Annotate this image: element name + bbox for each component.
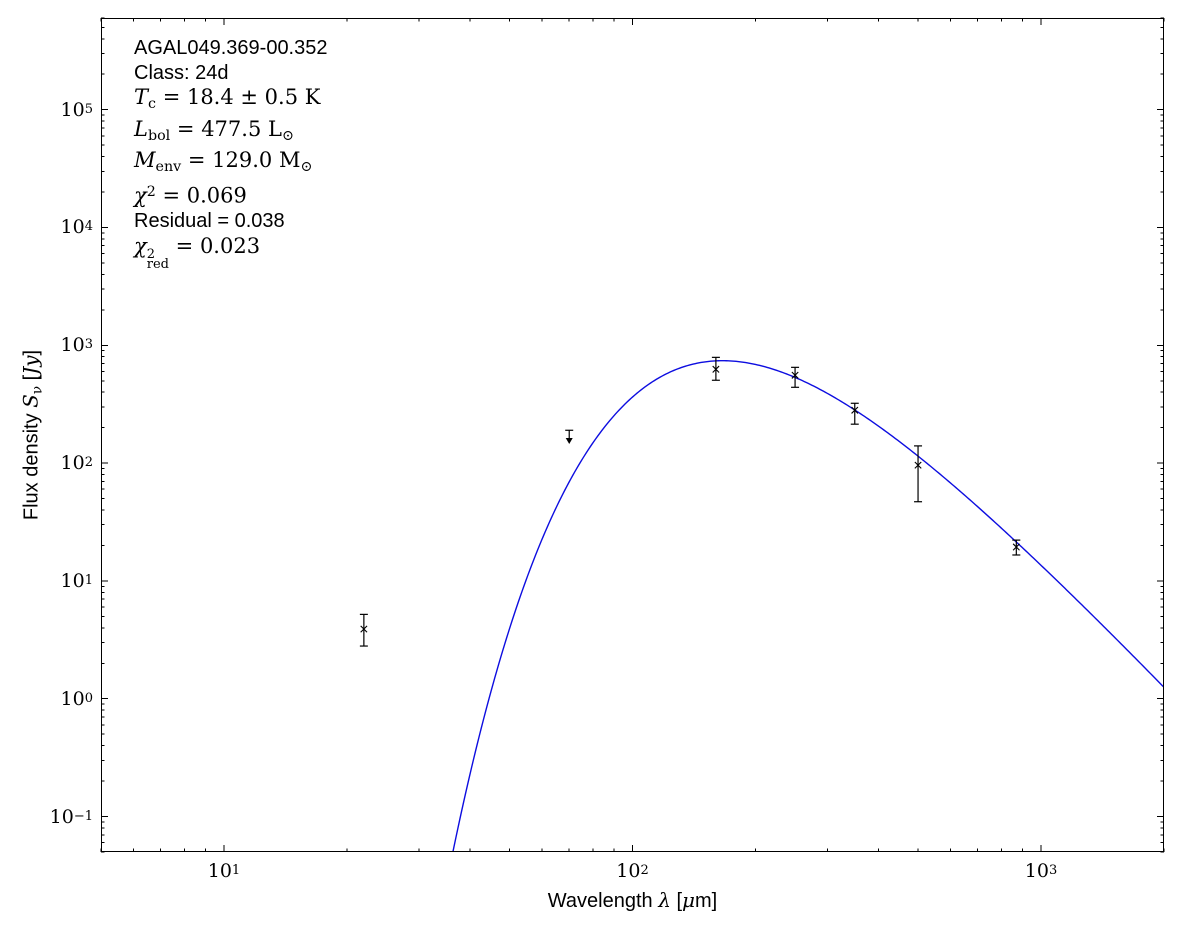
annotation-class: Class: 24d — [134, 61, 328, 86]
x-tick-label: 101 — [194, 861, 254, 881]
text-segment: χ — [134, 183, 147, 208]
y-axis-label: Flux density Sν [Jy] — [19, 350, 46, 520]
text-segment: ⊙ — [281, 127, 294, 144]
text-segment: = 477.5 L — [170, 116, 282, 141]
tick-exponent: 2 — [84, 455, 93, 471]
x-tick-label: 102 — [603, 861, 663, 881]
text-segment: Class: 24d — [134, 61, 229, 84]
tick-base: 10 — [60, 452, 85, 475]
annotation-dust-temperature: Tc = 18.4 ± 0.5 K — [134, 85, 328, 117]
y-tick-label: 102 — [33, 453, 93, 473]
tick-exponent: 5 — [84, 101, 93, 117]
text-segment: μ — [682, 888, 696, 912]
text-segment: M — [134, 148, 156, 173]
text-segment: Wavelength — [547, 890, 659, 912]
tick-exponent: 3 — [1048, 863, 1058, 878]
tick-exponent: 1 — [84, 572, 93, 588]
text-segment: ⊙ — [300, 159, 313, 176]
text-segment: λ — [658, 888, 671, 912]
x-axis-label: Wavelength λ [μm] — [548, 888, 717, 913]
tick-base: 10 — [1024, 860, 1049, 882]
tick-exponent: 1 — [231, 863, 241, 878]
data-point-x-marker — [1012, 543, 1020, 551]
text-segment: ν — [29, 385, 46, 395]
tick-base: 10 — [60, 687, 85, 710]
text-segment: = 0.023 — [169, 233, 261, 258]
tick-base: 10 — [60, 334, 85, 357]
annotation-bolometric-luminosity: Lbol = 477.5 L⊙ — [134, 117, 328, 149]
text-segment: 2 — [146, 183, 156, 200]
text-segment: = 18.4 ± 0.5 K — [156, 85, 321, 110]
text-segment: S — [18, 394, 43, 408]
data-point-x-marker — [914, 461, 922, 469]
tick-exponent: 3 — [84, 337, 93, 353]
text-segment: AGAL049.369-00.352 — [134, 37, 328, 59]
text-segment: Residual = 0.038 — [134, 209, 285, 232]
y-tick-label: 100 — [33, 689, 93, 709]
tick-exponent: 4 — [84, 219, 93, 235]
y-tick-label: 101 — [33, 571, 93, 591]
text-segment: ] — [20, 349, 43, 356]
tick-exponent: 0 — [84, 690, 93, 706]
y-tick-label: 10−1 — [33, 807, 93, 827]
x-tick-label: 103 — [1011, 861, 1071, 881]
text-segment: χ — [134, 233, 147, 258]
supsub-segment: 2 red — [146, 246, 169, 273]
text-segment: [ — [670, 890, 683, 912]
text-segment: m] — [695, 890, 718, 912]
plot-frame — [100, 17, 1165, 853]
text-segment: L — [134, 116, 148, 141]
text-segment: bol — [147, 127, 171, 144]
text-segment: Flux density — [20, 407, 43, 521]
tick-base: 10 — [60, 569, 85, 592]
text-segment: T — [134, 85, 149, 110]
text-segment: = 129.0 M — [181, 148, 301, 173]
text-segment: Jy — [18, 355, 43, 375]
sub-part: red — [146, 257, 169, 273]
y-tick-label: 105 — [33, 100, 93, 120]
annotation-residual: Residual = 0.038 — [134, 209, 328, 234]
tick-base: 10 — [60, 98, 85, 121]
tick-base: 10 — [207, 860, 232, 882]
tick-base: 10 — [60, 216, 85, 239]
text-segment: [ — [20, 374, 43, 386]
annotation-chi-squared-reduced: χ 2 red = 0.023 — [134, 233, 328, 273]
tick-exponent: 2 — [640, 863, 649, 878]
data-point-x-marker — [360, 625, 368, 633]
y-tick-label: 103 — [33, 335, 93, 355]
annotation-envelope-mass: Menv = 129.0 M⊙ — [134, 148, 328, 180]
text-segment: c — [148, 96, 157, 113]
greybody-fit-curve — [452, 359, 1164, 852]
data-point-x-marker — [851, 406, 859, 414]
tick-base: 10 — [616, 860, 641, 882]
data-point-x-marker — [791, 371, 799, 379]
data-point-x-marker — [712, 365, 720, 373]
upper-limit-arrowhead — [565, 438, 573, 445]
tick-base: 10 — [49, 805, 74, 828]
sup-part: 2 — [146, 246, 156, 262]
fit-parameters-annotation: AGAL049.369-00.352 Class: 24d Tc = 18.4 ± … — [134, 36, 328, 273]
tick-exponent: −1 — [73, 808, 93, 824]
annotation-chi-squared: χ2 = 0.069 — [134, 180, 328, 209]
text-segment: = 0.069 — [155, 183, 247, 208]
text-segment: env — [155, 159, 182, 176]
y-tick-label: 104 — [33, 217, 93, 237]
annotation-source-name: AGAL049.369-00.352 — [134, 36, 328, 61]
